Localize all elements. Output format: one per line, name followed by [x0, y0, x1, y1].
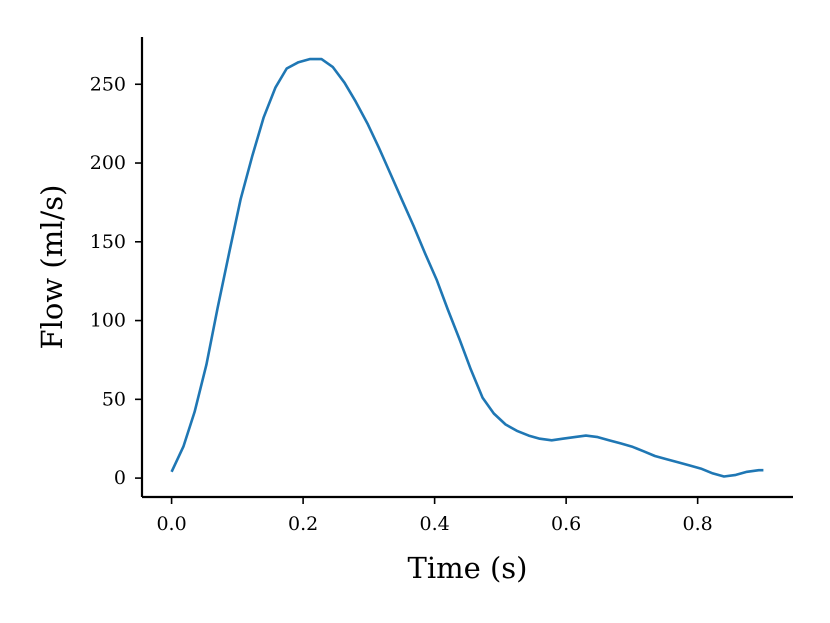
x-tick-label: 0.6 [551, 513, 581, 535]
x-tick-label: 0.4 [420, 513, 450, 535]
x-tick-label: 0.8 [683, 513, 713, 535]
y-tick-label: 50 [102, 388, 126, 410]
x-axis-ticks: 0.0 0.2 0.4 0.6 0.8 [156, 497, 713, 535]
x-tick-label: 0.0 [156, 513, 186, 535]
y-tick-label: 100 [90, 310, 126, 332]
y-axis-ticks: 0 50 100 150 200 250 [90, 73, 142, 489]
x-tick-label: 0.2 [288, 513, 318, 535]
y-tick-label: 200 [90, 152, 126, 174]
y-tick-label: 250 [90, 73, 126, 95]
series-layer [170, 57, 764, 478]
x-axis-label: Time (s) [407, 551, 527, 585]
y-tick-label: 0 [114, 467, 126, 489]
flow-series-line [170, 57, 764, 478]
y-axis-label: Flow (ml/s) [35, 185, 69, 350]
y-tick-label: 150 [90, 231, 126, 253]
